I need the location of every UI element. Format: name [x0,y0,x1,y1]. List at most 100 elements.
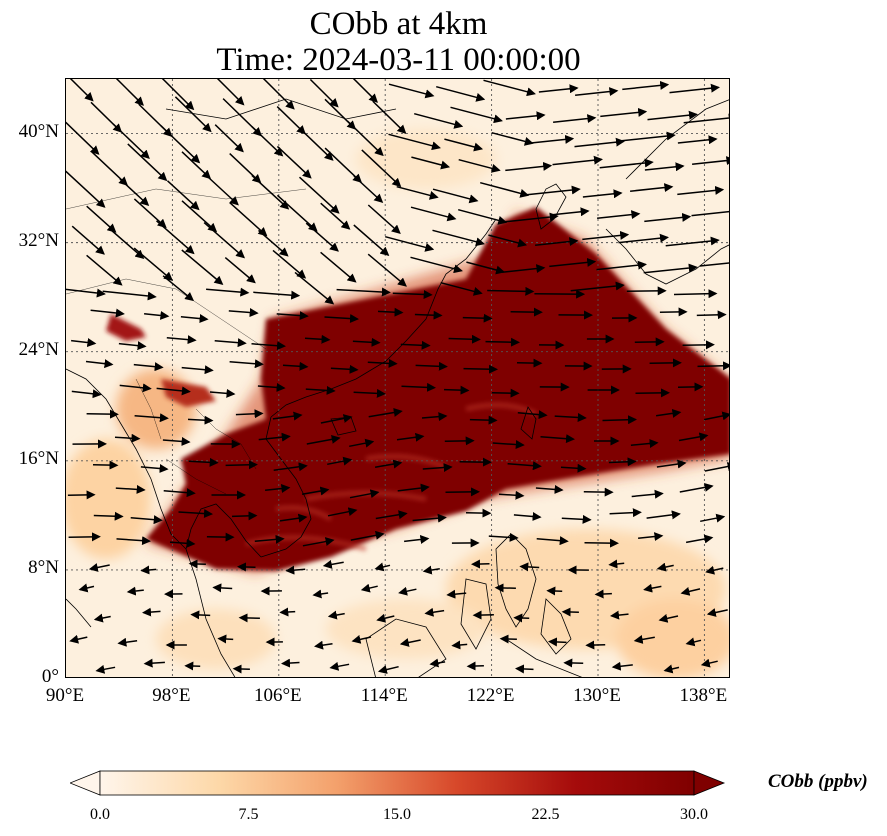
colorbar-tick-label: 7.5 [238,806,259,823]
wind-arrow [66,170,106,208]
wind-arrow [361,149,402,188]
wind-arrow [156,220,195,255]
wind-arrow [697,361,729,371]
wind-arrow [322,559,344,569]
wind-arrow [156,386,191,396]
wind-arrow [281,658,300,668]
wind-arrow [71,338,97,347]
wind-arrow [422,565,440,575]
wind-arrow [696,310,727,320]
wind-arrow [351,634,372,644]
wind-arrow [630,439,659,448]
wind-arrow [232,664,250,674]
wind-arrow [178,509,213,519]
wind-arrow [451,640,468,650]
wind-arrow [462,313,493,323]
wind-arrow [703,411,729,421]
wind-arrow [399,638,421,647]
wind-arrow [411,156,451,170]
wind-arrow [90,308,125,318]
wind-arrow [116,536,151,546]
wind-arrow [67,490,96,500]
wind-arrow [119,383,152,393]
wind-arrow [611,661,633,671]
colorbar-max-extend [693,770,726,796]
wind-arrow [404,535,430,544]
wind-arrow [327,507,358,517]
wind-arrow [302,537,335,547]
wind-arrow [93,613,111,623]
wind-arrow [140,463,169,473]
wind-arrow [680,587,701,596]
wind-arrow [622,80,670,91]
wind-arrow [225,460,258,470]
wind-arrow [349,489,380,499]
wind-arrow [346,120,384,157]
wind-arrow [397,483,430,493]
wind-arrow [86,205,117,233]
map-title-line1: CObb at 4km [309,6,488,42]
wind-arrow [491,131,534,146]
wind-arrow [216,79,245,106]
wind-arrow [582,230,630,241]
wind-arrow [585,640,606,650]
wind-arrow [367,358,398,368]
wind-arrow [166,335,197,345]
wind-arrow [133,362,164,372]
wind-arrow [140,565,157,575]
wind-arrow [368,408,403,418]
wind-arrow [396,185,439,200]
wind-arrow [352,79,378,103]
wind-arrow [117,637,138,647]
wind-arrow [162,275,195,302]
wind-arrow [71,389,102,399]
colorbar-min-extend [70,770,101,796]
wind-arrow [398,586,417,596]
wind-arrow [181,365,214,375]
wind-arrow [320,414,353,424]
wind-arrow [353,175,384,204]
wind-arrow [228,308,259,318]
plume-streaks [245,402,538,552]
wind-arrow [549,257,597,268]
wind-arrow [644,162,685,172]
wind-arrow [306,434,341,445]
wind-arrow [596,260,647,271]
wind-arrow [166,180,200,211]
wind-arrow [327,610,345,620]
wind-arrow [257,382,286,392]
wind-arrow [448,334,481,344]
wind-arrow [327,456,353,466]
wind-arrow [600,107,648,118]
wind-arrow [683,113,729,124]
wind-arrow [92,460,119,470]
wind-arrow [214,338,247,348]
longitude-tick-label: 138°E [679,685,728,706]
wind-arrow [415,361,448,371]
wind-arrow [582,189,623,199]
wind-arrow [388,83,435,99]
wind-arrow [212,583,233,593]
longitude-tick-label: 130°E [573,685,621,706]
longitude-tick-label: 106°E [253,685,302,706]
colorbar-tick-label: 0.0 [90,806,110,823]
wind-arrow [704,462,729,472]
wind-arrow [144,310,170,320]
wind-arrow [552,155,603,166]
wind-arrow [466,661,484,671]
wind-arrow [160,125,201,164]
wind-arrow [190,610,211,620]
wind-arrow [458,158,501,173]
wind-arrow [66,121,100,155]
wind-arrow [487,286,535,296]
wind-arrow [143,658,165,668]
wind-arrow [68,532,101,542]
wind-arrow [505,161,553,172]
wind-arrow [367,204,401,234]
wind-arrow [685,534,714,544]
wind-arrow [169,538,196,548]
wind-arrow [119,178,150,207]
wind-arrow [330,364,359,374]
wind-arrow [505,111,546,121]
wind-arrow [663,664,680,674]
